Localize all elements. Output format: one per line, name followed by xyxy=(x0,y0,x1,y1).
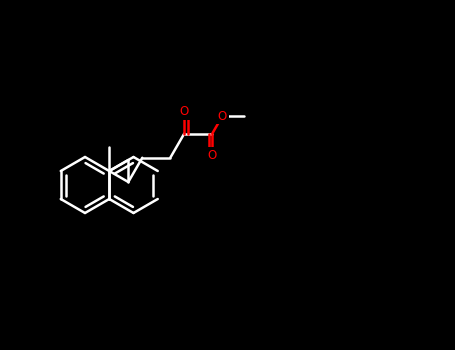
Text: O: O xyxy=(217,110,227,123)
Text: O: O xyxy=(207,149,217,162)
Text: O: O xyxy=(180,105,189,118)
